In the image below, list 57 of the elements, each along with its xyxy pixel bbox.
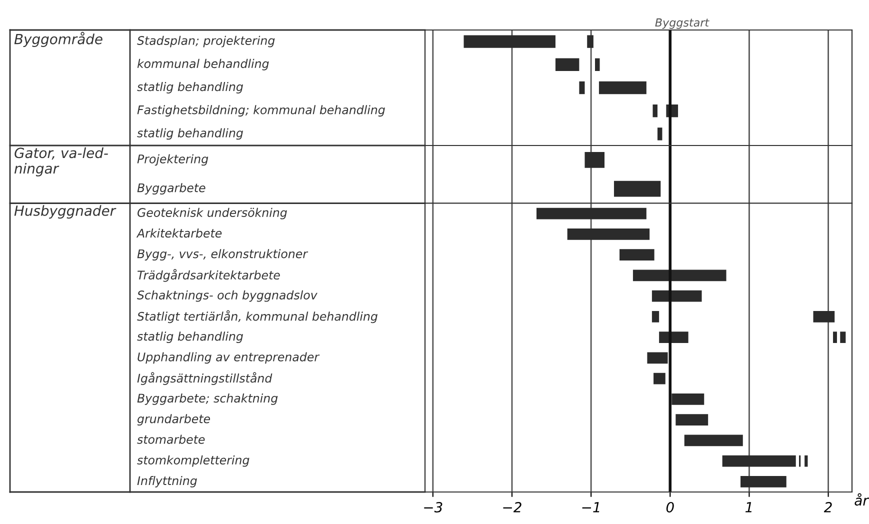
bar bbox=[804, 455, 808, 467]
x-tick-label: −3 bbox=[424, 502, 442, 512]
bar bbox=[555, 58, 580, 72]
bar bbox=[632, 270, 726, 282]
category-label: Geoteknisk undersökning bbox=[138, 208, 287, 220]
bar bbox=[587, 35, 594, 48]
category-label: Stadsplan; projektering bbox=[137, 36, 275, 48]
bar bbox=[536, 208, 646, 220]
x-tick-label: 0 bbox=[666, 502, 674, 512]
bar bbox=[740, 476, 786, 488]
bar bbox=[620, 249, 654, 260]
category-label: statlig behandling bbox=[137, 332, 243, 344]
bar bbox=[654, 372, 666, 384]
bar bbox=[598, 81, 646, 94]
ref-line-label: Byggstart bbox=[655, 18, 710, 29]
x-tick-label: 2 bbox=[824, 502, 832, 512]
bar bbox=[652, 311, 660, 322]
category-label: Inflyttning bbox=[137, 476, 197, 488]
category-label: Upphandling av entreprenader bbox=[138, 352, 320, 364]
category-label: grundarbete bbox=[137, 414, 210, 426]
category-label: statlig behandling bbox=[137, 82, 243, 94]
bar bbox=[652, 290, 702, 302]
category-label: Fastighetsbildning; kommunal behandling bbox=[137, 105, 385, 117]
x-tick-label: −2 bbox=[503, 502, 522, 512]
bar bbox=[567, 228, 650, 240]
bar bbox=[684, 434, 743, 446]
y-axis-title: Husbyggnader bbox=[14, 205, 116, 219]
x-tick-label: 1 bbox=[745, 502, 752, 512]
category-label: Igångsättningstillstånd bbox=[137, 372, 272, 385]
y-axis-title: Byggområde bbox=[14, 32, 102, 48]
bar bbox=[833, 332, 837, 343]
x-axis-title: år bbox=[854, 493, 869, 506]
bar bbox=[813, 311, 835, 322]
bar bbox=[652, 104, 658, 118]
category-label: Statligt tertiärlån, kommunal behandling bbox=[137, 310, 378, 324]
category-label: Projektering bbox=[137, 154, 208, 166]
category-label: Byggarbete; schaktning bbox=[137, 393, 278, 405]
y-axis-title: Gator, va-led- ningar bbox=[14, 147, 108, 176]
category-label: kommunal behandling bbox=[137, 58, 269, 70]
category-label: stomkomplettering bbox=[137, 455, 250, 467]
category-label: Trädgårdsarkitektarbete bbox=[138, 269, 280, 282]
bar bbox=[676, 414, 708, 426]
bar bbox=[464, 35, 556, 48]
bar bbox=[722, 455, 796, 467]
bar bbox=[579, 81, 585, 94]
category-label: statlig behandling bbox=[137, 128, 243, 140]
category-label: Arkitektarbete bbox=[136, 228, 222, 238]
bar bbox=[595, 58, 600, 72]
category-label: Schaktnings- och byggnadslov bbox=[137, 290, 318, 302]
category-label: Byggarbete bbox=[137, 183, 206, 195]
bar bbox=[840, 332, 846, 343]
category-label: Bygg-, vvs-, elkonstruktioner bbox=[137, 249, 308, 261]
x-tick-label: −1 bbox=[582, 502, 600, 512]
bar bbox=[647, 352, 668, 364]
bar bbox=[657, 128, 662, 140]
bar bbox=[672, 394, 704, 405]
category-label: stomarbete bbox=[137, 434, 205, 444]
